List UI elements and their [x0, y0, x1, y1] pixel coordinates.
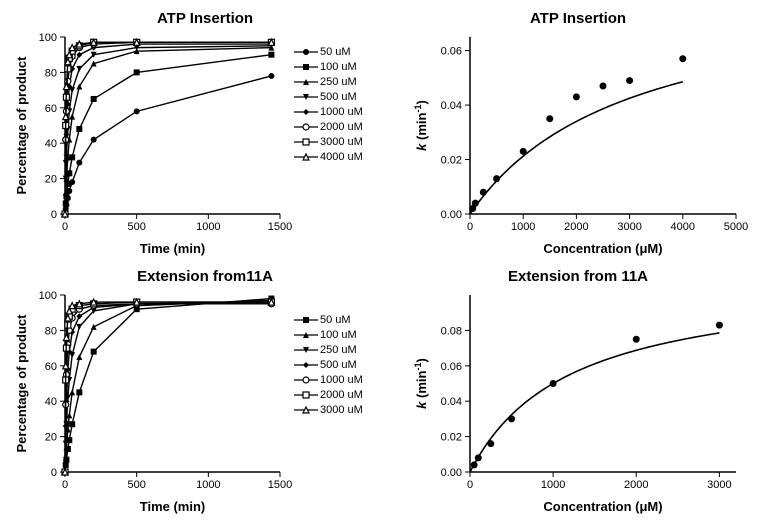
svg-text:0: 0 [62, 479, 68, 491]
svg-text:0: 0 [51, 467, 57, 479]
legend-item: 3000 uM [292, 135, 363, 149]
svg-text:0: 0 [62, 221, 68, 233]
legend-label: 1000 uM [320, 106, 363, 118]
svg-text:3000: 3000 [707, 479, 731, 491]
svg-text:500: 500 [127, 221, 145, 233]
legend: 50 uM 100 uM 250 uM 500 uM 1000 uM 2000 uM 300… [292, 313, 363, 418]
panel-atp-insertion-time: ATP Insertion 020406080100050010001500Ti… [10, 10, 400, 260]
legend-item: 2000 uM [292, 388, 363, 402]
legend-label: 1000 uM [320, 374, 363, 386]
legend-label: 50 uM [320, 314, 351, 326]
svg-text:k (min-1): k (min-1) [413, 100, 429, 151]
svg-text:0.02: 0.02 [441, 432, 462, 444]
svg-text:2000: 2000 [624, 479, 648, 491]
panel-title: ATP Insertion [10, 10, 400, 27]
svg-text:2000: 2000 [564, 221, 588, 233]
svg-text:Percentage of product: Percentage of product [14, 56, 29, 195]
svg-text:1000: 1000 [196, 221, 220, 233]
legend-label: 100 uM [320, 61, 357, 73]
svg-text:1500: 1500 [268, 479, 292, 491]
svg-text:0.06: 0.06 [441, 361, 462, 373]
svg-text:1000: 1000 [541, 479, 565, 491]
svg-text:20: 20 [45, 174, 57, 186]
panel-title: Extension from 11A [408, 268, 748, 285]
legend-label: 250 uM [320, 344, 357, 356]
legend-item: 100 uM [292, 328, 363, 342]
svg-text:500: 500 [127, 479, 145, 491]
svg-text:100: 100 [39, 290, 57, 302]
legend-item: 50 uM [292, 313, 363, 327]
svg-text:100: 100 [39, 32, 57, 44]
legend-item: 250 uM [292, 75, 363, 89]
panel-extension-time: Extension from11A 0204060801000500100015… [10, 268, 400, 518]
svg-text:0.04: 0.04 [441, 100, 462, 112]
legend-label: 4000 uM [320, 151, 363, 163]
legend-item: 1000 uM [292, 105, 363, 119]
panel-extension-k: Extension from 11A 0.00 0.02 0.04 0.06 0.08 0… [408, 268, 748, 518]
svg-text:4000: 4000 [671, 221, 695, 233]
svg-text:Time (min): Time (min) [140, 241, 206, 256]
legend-label: 500 uM [320, 91, 357, 103]
legend-item: 3000 uM [292, 403, 363, 417]
panel-title: Extension from11A [10, 268, 400, 285]
svg-text:5000: 5000 [724, 221, 748, 233]
legend-item: 1000 uM [292, 373, 363, 387]
svg-text:Concentration (μM): Concentration (μM) [543, 241, 662, 256]
svg-text:Percentage of product: Percentage of product [14, 314, 29, 453]
panel-title: ATP Insertion [408, 10, 748, 27]
svg-text:0: 0 [467, 479, 473, 491]
legend-item: 500 uM [292, 90, 363, 104]
legend: 50 uM 100 uM 250 uM 500 uM 1000 uM 2000 uM 300… [292, 45, 363, 165]
svg-text:3000: 3000 [617, 221, 641, 233]
svg-text:0: 0 [51, 209, 57, 221]
svg-text:0: 0 [467, 221, 473, 233]
legend-label: 3000 uM [320, 136, 363, 148]
legend-label: 100 uM [320, 329, 357, 341]
panel-atp-insertion-k: ATP Insertion 0.00 0.02 0.04 0.06 0 1000 2000 3… [408, 10, 748, 260]
svg-text:80: 80 [45, 325, 57, 337]
svg-text:0.00: 0.00 [441, 467, 462, 479]
svg-text:60: 60 [45, 361, 57, 373]
legend-label: 250 uM [320, 76, 357, 88]
svg-text:80: 80 [45, 67, 57, 79]
legend-item: 100 uM [292, 60, 363, 74]
svg-text:1000: 1000 [511, 221, 535, 233]
svg-text:40: 40 [45, 138, 57, 150]
legend-item: 500 uM [292, 358, 363, 372]
svg-text:0.04: 0.04 [441, 396, 462, 408]
legend-label: 500 uM [320, 359, 357, 371]
legend-label: 50 uM [320, 46, 351, 58]
svg-text:20: 20 [45, 432, 57, 444]
svg-text:1500: 1500 [268, 221, 292, 233]
svg-text:k (min-1): k (min-1) [413, 358, 429, 409]
svg-text:1000: 1000 [196, 479, 220, 491]
legend-item: 250 uM [292, 343, 363, 357]
svg-text:Time (min): Time (min) [140, 499, 206, 514]
svg-text:60: 60 [45, 103, 57, 115]
svg-text:Concentration (μM): Concentration (μM) [543, 499, 662, 514]
legend-label: 3000 uM [320, 404, 363, 416]
svg-text:0.08: 0.08 [441, 325, 462, 337]
legend-item: 4000 uM [292, 150, 363, 164]
legend-item: 2000 uM [292, 120, 363, 134]
svg-text:0.02: 0.02 [441, 155, 462, 167]
legend-item: 50 uM [292, 45, 363, 59]
legend-label: 2000 uM [320, 389, 363, 401]
svg-text:40: 40 [45, 396, 57, 408]
svg-text:0.00: 0.00 [441, 209, 462, 221]
legend-label: 2000 uM [320, 121, 363, 133]
svg-text:0.06: 0.06 [441, 46, 462, 58]
chart-grid: ATP Insertion 020406080100050010001500Ti… [10, 10, 747, 518]
